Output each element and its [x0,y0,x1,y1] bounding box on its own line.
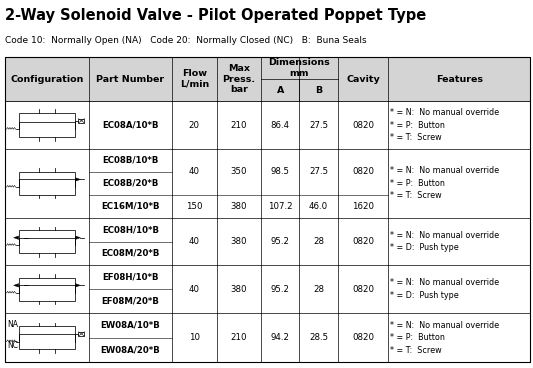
Text: 0820: 0820 [352,167,374,176]
FancyBboxPatch shape [5,265,530,313]
Text: 210: 210 [231,333,247,342]
Text: EF08M/20*B: EF08M/20*B [101,297,159,306]
Text: 46.0: 46.0 [309,202,328,211]
Text: * = N:  No manual override
* = P:  Button
* = T:  Screw: * = N: No manual override * = P: Button … [390,166,499,200]
Text: Max
Press.
bar: Max Press. bar [222,64,255,94]
Text: 0820: 0820 [352,285,374,294]
Text: 2-Way Solenoid Valve - Pilot Operated Poppet Type: 2-Way Solenoid Valve - Pilot Operated Po… [5,8,426,23]
FancyBboxPatch shape [5,149,530,218]
Text: EC08M/20*B: EC08M/20*B [101,249,159,258]
FancyBboxPatch shape [5,313,530,362]
FancyBboxPatch shape [19,238,75,253]
Text: Features: Features [436,75,483,84]
Text: 20: 20 [189,120,200,130]
Text: 40: 40 [189,167,200,176]
Text: 98.5: 98.5 [271,167,290,176]
FancyBboxPatch shape [19,180,75,195]
Text: 86.4: 86.4 [271,120,290,130]
Text: 380: 380 [231,285,247,294]
Text: 1620: 1620 [352,202,374,211]
Text: * = N:  No manual override
* = D:  Push type: * = N: No manual override * = D: Push ty… [390,279,499,300]
Text: EW08A/20*B: EW08A/20*B [101,346,160,355]
FancyBboxPatch shape [5,57,530,101]
Text: EC08H/10*B: EC08H/10*B [102,225,159,234]
Text: 107.2: 107.2 [268,202,293,211]
Text: 28.5: 28.5 [309,333,328,342]
Polygon shape [75,236,80,240]
Text: * = N:  No manual override
* = P:  Button
* = T:  Screw: * = N: No manual override * = P: Button … [390,108,499,142]
FancyBboxPatch shape [5,218,530,265]
Text: * = N:  No manual override
* = P:  Button
* = T:  Screw: * = N: No manual override * = P: Button … [390,321,499,355]
Text: 380: 380 [231,202,247,211]
Text: 0820: 0820 [352,120,374,130]
Polygon shape [75,178,80,181]
Text: NA: NA [7,321,18,329]
Text: Cavity: Cavity [346,75,380,84]
Text: Code 10:  Normally Open (NA)   Code 20:  Normally Closed (NC)   B:  Buna Seals: Code 10: Normally Open (NA) Code 20: Nor… [5,36,367,45]
FancyBboxPatch shape [19,278,75,293]
Text: EW08A/10*B: EW08A/10*B [101,321,160,330]
FancyBboxPatch shape [19,172,75,187]
Text: EC08B/10*B: EC08B/10*B [102,156,159,165]
Text: 380: 380 [231,237,247,246]
FancyBboxPatch shape [19,121,75,137]
Polygon shape [14,284,19,287]
Text: 94.2: 94.2 [271,333,290,342]
Text: Dimensions
mm: Dimensions mm [269,59,330,78]
FancyBboxPatch shape [78,119,85,123]
Text: B: B [315,86,322,95]
Text: 150: 150 [186,202,203,211]
FancyBboxPatch shape [19,326,75,342]
Text: A: A [277,86,284,95]
Text: 0820: 0820 [352,237,374,246]
Text: EC08B/20*B: EC08B/20*B [102,179,159,188]
FancyBboxPatch shape [78,332,85,336]
FancyBboxPatch shape [19,285,75,301]
Text: EC08A/10*B: EC08A/10*B [102,120,159,130]
Text: 210: 210 [231,120,247,130]
Text: 27.5: 27.5 [309,120,328,130]
Text: 28: 28 [313,237,324,246]
FancyBboxPatch shape [19,334,75,349]
Text: 40: 40 [189,285,200,294]
Text: 350: 350 [231,167,247,176]
Text: NC: NC [7,341,18,350]
Text: 27.5: 27.5 [309,167,328,176]
Text: EC16M/10*B: EC16M/10*B [101,202,160,211]
Text: Configuration: Configuration [10,75,84,84]
Text: 28: 28 [313,285,324,294]
FancyBboxPatch shape [5,101,530,149]
Text: Part Number: Part Number [96,75,165,84]
Text: 10: 10 [189,333,200,342]
Text: * = N:  No manual override
* = D:  Push type: * = N: No manual override * = D: Push ty… [390,231,499,252]
FancyBboxPatch shape [19,230,75,245]
FancyBboxPatch shape [19,113,75,128]
Text: 95.2: 95.2 [271,285,290,294]
Text: Flow
L/min: Flow L/min [180,70,209,89]
Text: 40: 40 [189,237,200,246]
Polygon shape [75,284,80,287]
Text: 0820: 0820 [352,333,374,342]
Polygon shape [14,236,19,240]
Text: 95.2: 95.2 [271,237,290,246]
Text: EF08H/10*B: EF08H/10*B [102,273,159,282]
